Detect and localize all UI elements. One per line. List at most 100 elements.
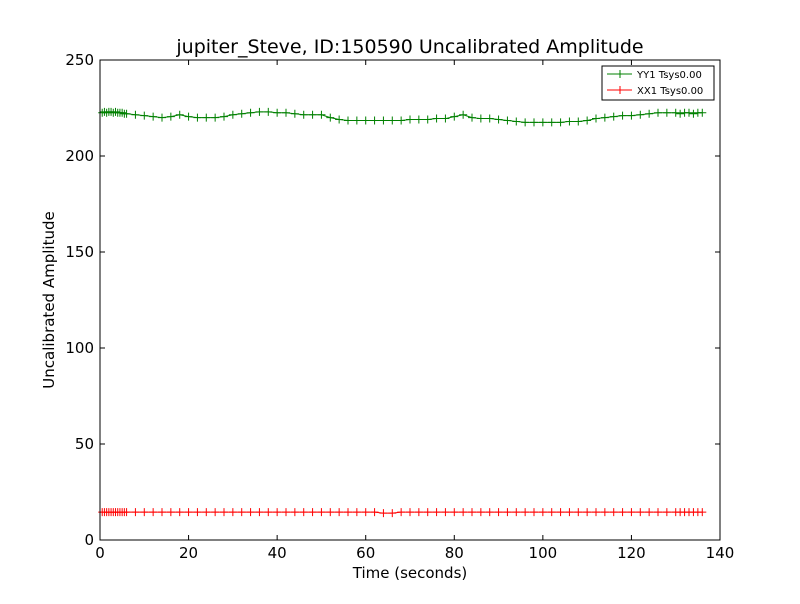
legend-box	[601, 65, 715, 101]
data-point	[609, 508, 618, 517]
data-point	[423, 508, 432, 517]
legend: YY1 Tsys0.00 XX1 Tsys0.00	[601, 65, 715, 101]
data-point	[459, 508, 468, 517]
data-point	[556, 118, 565, 127]
data-point	[685, 108, 693, 117]
data-point	[175, 508, 184, 517]
data-point	[352, 508, 361, 517]
data-point	[450, 112, 459, 121]
data-point	[326, 113, 335, 122]
data-point	[468, 508, 476, 517]
data-point	[193, 508, 202, 517]
data-point	[636, 110, 645, 119]
data-point	[662, 108, 671, 117]
data-point	[158, 508, 166, 517]
data-point	[237, 508, 246, 517]
data-point	[317, 110, 326, 119]
data-point	[414, 508, 423, 517]
data-point	[592, 114, 600, 123]
data-point	[344, 508, 352, 517]
data-point	[574, 508, 583, 517]
data-point	[299, 508, 308, 517]
data-point	[636, 508, 645, 517]
data-point	[202, 113, 211, 122]
y-tick-label: 150	[65, 243, 94, 261]
data-point	[397, 116, 406, 125]
data-point	[237, 109, 246, 118]
data-point	[476, 114, 485, 123]
data-point	[406, 115, 414, 124]
data-point	[228, 508, 237, 517]
data-point	[671, 108, 680, 117]
data-point	[184, 112, 193, 121]
data-point	[379, 509, 388, 518]
series-1	[98, 508, 707, 518]
data-point	[423, 115, 432, 124]
data-point	[618, 111, 627, 120]
data-point	[654, 108, 662, 117]
data-point	[202, 508, 211, 517]
data-point	[344, 116, 352, 125]
data-point	[645, 508, 654, 517]
data-point	[264, 508, 273, 517]
data-point	[600, 113, 609, 122]
data-point	[645, 109, 654, 118]
data-point	[565, 508, 574, 517]
data-point	[432, 114, 441, 123]
data-point	[512, 117, 521, 126]
data-point	[335, 508, 344, 517]
data-point	[432, 508, 441, 517]
data-point	[308, 508, 317, 517]
data-point	[476, 508, 485, 517]
data-point	[459, 110, 468, 119]
chart-title: jupiter_Steve, ID:150590 Uncalibrated Am…	[175, 36, 643, 58]
data-point	[530, 508, 538, 517]
data-point	[290, 109, 299, 118]
data-point	[662, 508, 671, 517]
data-point	[308, 110, 317, 119]
x-tick-label: 40	[268, 544, 287, 562]
data-point	[512, 508, 521, 517]
data-point	[556, 508, 565, 517]
data-point	[122, 508, 131, 517]
data-point	[698, 108, 707, 117]
y-tick-label: 50	[75, 435, 94, 453]
data-point	[388, 116, 397, 125]
legend-entry: XX1 Tsys0.00	[607, 86, 703, 97]
data-point	[485, 508, 494, 517]
data-point	[228, 110, 237, 119]
data-point	[592, 508, 600, 517]
x-tick-label: 20	[179, 544, 198, 562]
data-point	[282, 508, 290, 517]
data-point	[290, 508, 299, 517]
data-point	[335, 115, 344, 124]
data-point	[317, 508, 326, 517]
legend-label: XX1 Tsys0.00	[637, 86, 703, 97]
plot-frame	[99, 59, 721, 541]
data-point	[255, 107, 264, 116]
legend-items: YY1 Tsys0.00 XX1 Tsys0.00	[607, 70, 703, 97]
data-point	[609, 112, 618, 121]
data-point	[468, 113, 476, 122]
data-point	[388, 509, 397, 518]
data-point	[379, 116, 388, 125]
data-point	[352, 116, 361, 125]
data-point	[538, 118, 547, 127]
data-point	[406, 508, 414, 517]
data-point	[547, 118, 556, 127]
data-point	[299, 110, 308, 119]
data-point	[583, 508, 592, 517]
data-point	[273, 508, 282, 517]
x-tick-label: 80	[445, 544, 464, 562]
data-point	[131, 110, 140, 119]
data-point	[583, 116, 592, 125]
data-point	[211, 113, 220, 122]
axis-ticks: 0 20 40 60 80 100 120 140 0 50 100 150 200 250	[65, 51, 734, 562]
x-tick-label: 140	[706, 544, 735, 562]
data-point	[220, 112, 228, 121]
data-point	[361, 116, 370, 125]
data-point	[282, 108, 290, 117]
x-tick-label: 60	[356, 544, 375, 562]
